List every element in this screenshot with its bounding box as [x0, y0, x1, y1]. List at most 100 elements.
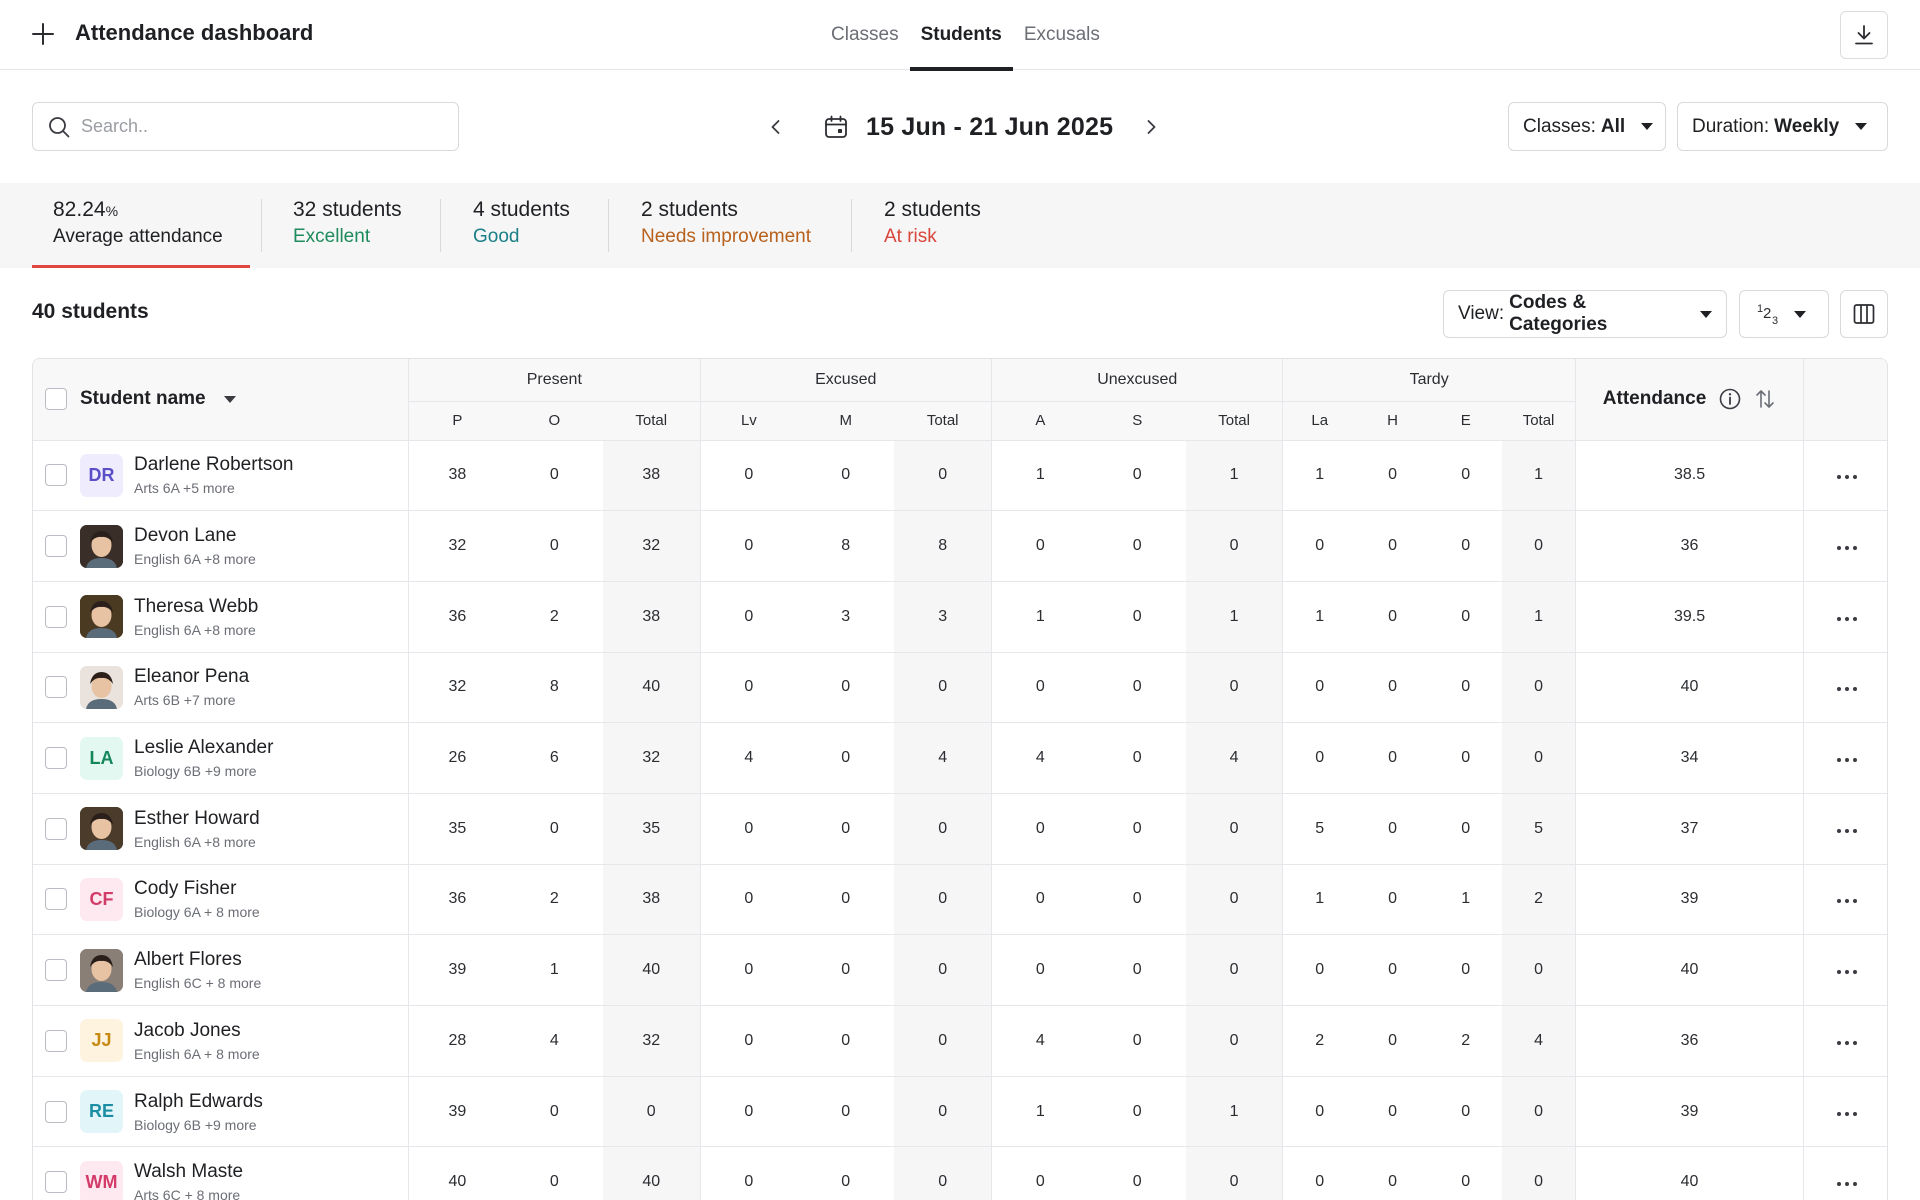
student-info: WM Walsh Maste Arts 6C + 8 more: [45, 1160, 408, 1200]
table-row[interactable]: Esther Howard English 6A +8 more 35 0 35 0 0 0 0…: [33, 792, 1887, 865]
student-info: Albert Flores English 6C + 8 more: [45, 948, 408, 992]
count-cell: 0: [797, 651, 895, 723]
count-cell: 4: [990, 722, 1089, 794]
student-name[interactable]: Albert Flores: [134, 949, 242, 971]
more-options-icon[interactable]: [1836, 616, 1857, 621]
row-checkbox[interactable]: [45, 464, 67, 487]
count-cell: 0: [699, 651, 798, 723]
tab-classes[interactable]: Classes: [831, 24, 899, 45]
student-name[interactable]: Darlene Robertson: [134, 454, 294, 476]
row-checkbox[interactable]: [45, 959, 67, 982]
stat-excellent[interactable]: 32 students Excellent: [293, 183, 402, 268]
row-checkbox[interactable]: [45, 1029, 67, 1052]
table-header-groups: Student name Present Excused Unexcused T…: [33, 359, 1887, 441]
tab-students[interactable]: Students: [909, 0, 1014, 71]
column-header: S: [1088, 401, 1186, 441]
student-name[interactable]: Jacob Jones: [134, 1019, 241, 1041]
student-name-header: Student name: [33, 359, 409, 441]
more-options-icon[interactable]: [1836, 970, 1857, 975]
more-options-icon[interactable]: [1836, 828, 1857, 833]
row-checkbox[interactable]: [45, 1171, 67, 1194]
count-cell: 0: [699, 792, 798, 865]
count-cell: 0: [990, 651, 1089, 723]
more-options-icon[interactable]: [1836, 758, 1857, 763]
more-options-icon[interactable]: [1836, 899, 1857, 904]
row-checkbox[interactable]: [45, 1100, 67, 1123]
row-checkbox[interactable]: [45, 817, 67, 840]
table-row[interactable]: RE Ralph Edwards Biology 6B +9 more 39 0 0 0 0 0…: [33, 1075, 1887, 1147]
table-row[interactable]: Devon Lane English 6A +8 more 32 0 32 0 8 8 0 0 0 0…: [33, 510, 1887, 582]
table-row[interactable]: CF Cody Fisher Biology 6A + 8 more 36 2 38 0 0 0…: [33, 863, 1887, 935]
total-cell: 0: [602, 1075, 701, 1147]
plus-icon[interactable]: [30, 21, 56, 47]
view-dropdown[interactable]: View: Codes & Categories: [1443, 290, 1727, 338]
attendance-cell: 40: [1574, 934, 1805, 1006]
row-checkbox[interactable]: [45, 605, 67, 628]
count-cell: 0: [990, 863, 1089, 935]
count-cell: 0: [1356, 651, 1430, 723]
table-row[interactable]: Eleanor Pena Arts 6B +7 more 32 8 40 0 0 0 0 0 0 0 0…: [33, 651, 1887, 723]
more-options-icon[interactable]: [1836, 1111, 1857, 1116]
student-info: RE Ralph Edwards Biology 6B +9 more: [45, 1090, 408, 1134]
count-cell: 0: [797, 863, 895, 935]
student-name[interactable]: Cody Fisher: [134, 878, 237, 900]
chevron-down-icon[interactable]: [223, 395, 236, 403]
avatar: DR: [80, 453, 123, 497]
stat-at-risk[interactable]: 2 students At risk: [884, 183, 981, 268]
table-row[interactable]: LA Leslie Alexander Biology 6B +9 more 26 6 3…: [33, 722, 1887, 794]
table-row[interactable]: JJ Jacob Jones English 6A + 8 more 28 4 32 0 0 0…: [33, 1005, 1887, 1077]
search-input[interactable]: [81, 116, 441, 137]
sort-icon[interactable]: [1754, 387, 1776, 411]
stat-good[interactable]: 4 students Good: [473, 183, 570, 268]
total-cell: 0: [1185, 792, 1283, 865]
student-name[interactable]: Walsh Maste: [134, 1161, 244, 1183]
duration-value: Weekly: [1774, 115, 1840, 137]
total-cell: 38: [602, 580, 701, 653]
student-info: Esther Howard English 6A +8 more: [45, 807, 408, 851]
total-cell: 4: [1185, 722, 1283, 794]
stat-average-attendance[interactable]: 82.24% Average attendance: [32, 183, 250, 268]
student-name[interactable]: Devon Lane: [134, 525, 237, 547]
classes-filter-dropdown[interactable]: Classes: All: [1508, 102, 1666, 151]
more-options-icon[interactable]: [1836, 1040, 1857, 1045]
group-header-tardy: Tardy: [1282, 359, 1576, 402]
row-checkbox[interactable]: [45, 535, 67, 558]
count-cell: 28: [408, 1005, 506, 1077]
student-cell: Albert Flores English 6C + 8 more: [33, 934, 410, 1006]
tab-excusals[interactable]: Excusals: [1023, 24, 1100, 45]
svg-text:1: 1: [1757, 303, 1763, 315]
table-row[interactable]: Theresa Webb English 6A +8 more 36 2 38 0 3 3 1 0…: [33, 580, 1887, 653]
stat-needs-improvement[interactable]: 2 students Needs improvement: [641, 183, 811, 268]
student-name[interactable]: Eleanor Pena: [134, 666, 250, 688]
student-name[interactable]: Ralph Edwards: [134, 1090, 263, 1112]
info-icon[interactable]: [1718, 387, 1742, 411]
previous-week-button[interactable]: [760, 111, 792, 143]
more-options-icon[interactable]: [1836, 546, 1857, 551]
table-row[interactable]: Albert Flores English 6C + 8 more 39 1 40 0 0 0…: [33, 934, 1887, 1006]
next-week-button[interactable]: [1135, 111, 1167, 143]
more-options-icon[interactable]: [1836, 1182, 1857, 1187]
count-cell: 0: [1356, 792, 1430, 865]
table-row[interactable]: DR Darlene Robertson Arts 6A +5 more 38 0 38 0…: [33, 440, 1887, 511]
row-checkbox[interactable]: [45, 747, 67, 770]
table-row[interactable]: WM Walsh Maste Arts 6C + 8 more 40 0 40 0 0 0 0 0 0…: [33, 1146, 1887, 1200]
view-label: View:: [1458, 303, 1505, 324]
date-navigator: 15 Jun - 21 Jun 2025: [760, 106, 1167, 148]
download-button[interactable]: [1840, 11, 1888, 59]
student-name[interactable]: Theresa Webb: [134, 595, 259, 617]
columns-button[interactable]: [1840, 290, 1888, 338]
row-checkbox[interactable]: [45, 888, 67, 911]
student-name[interactable]: Esther Howard: [134, 807, 260, 829]
calendar-button[interactable]: [822, 113, 850, 141]
count-cell: 0: [1088, 1005, 1186, 1077]
select-all-checkbox[interactable]: [45, 388, 67, 411]
row-checkbox[interactable]: [45, 676, 67, 699]
duration-dropdown[interactable]: Duration: Weekly: [1677, 102, 1888, 151]
more-options-icon[interactable]: [1836, 687, 1857, 692]
count-cell: 0: [1088, 510, 1186, 582]
more-options-icon[interactable]: [1836, 475, 1857, 480]
attendance-cell: 36: [1574, 1005, 1805, 1077]
student-name[interactable]: Leslie Alexander: [134, 737, 274, 759]
count-cell: 1: [990, 440, 1089, 511]
number-format-dropdown[interactable]: 1 2 3: [1739, 290, 1829, 338]
